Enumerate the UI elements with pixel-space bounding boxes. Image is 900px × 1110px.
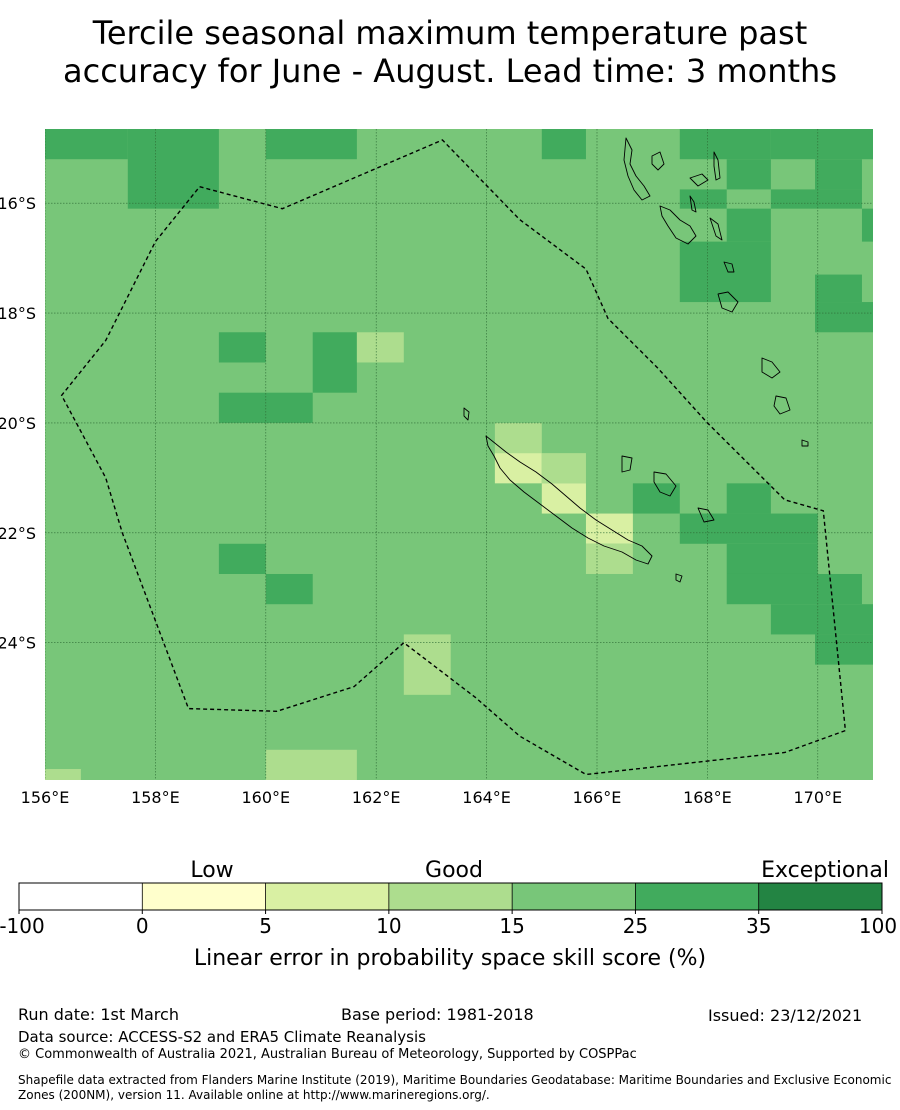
skill-cell [679,241,771,303]
colorbar-tick-label: 0 [136,914,149,938]
skill-cell [218,332,266,363]
skill-cell [265,749,357,780]
skill-cell [218,543,266,574]
skill-cell [494,422,542,454]
colorbar-bin [512,883,636,910]
skill-cell [815,634,873,665]
lon-tick-label: 156°E [21,788,70,807]
map-figure: 156°E 158°E 160°E 162°E 164°E 166°E 168°E 170°E… [0,129,897,971]
skill-cell [815,159,862,190]
land-outline [717,291,739,313]
land-outline [713,151,721,181]
skill-cell [632,483,680,514]
colorbar-tick-label: 25 [623,914,648,938]
run-date: Run date: 1st March [18,1005,179,1024]
skill-cell [541,483,586,514]
lon-tick-label: 168°E [683,788,732,807]
skill-cell [356,332,404,363]
skill-cell [45,129,128,160]
land-outline [485,435,653,565]
skill-cell [265,573,313,605]
colorbar-bin [19,883,143,910]
colorbar: -100 0 5 10 15 25 35 100 Low Good Exceptional Linea… [0,858,897,971]
colorbar-bin [388,883,513,910]
land-outline [653,471,677,497]
lon-tick-label: 160°E [241,788,290,807]
skill-cell [45,769,81,780]
colorbar-tick-label: 35 [746,914,771,938]
lat-tick-label: 22°S [0,524,36,543]
land-outline [709,217,723,241]
skill-cell [312,332,357,393]
skill-cell [770,189,862,209]
lat-tick-label: 24°S [0,634,36,653]
skill-cell [861,208,873,242]
map-area: 156°E 158°E 160°E 162°E 164°E 166°E 168°E 170°E… [0,129,873,807]
skill-cell [541,453,586,484]
skill-cell [679,189,727,209]
colorbar-title: Linear error in probability space skill … [194,946,706,971]
skill-cell [403,634,451,695]
lon-tick-label: 164°E [462,788,511,807]
lon-tick-label: 162°E [352,788,401,807]
land-outline [801,439,809,447]
colorbar-bin [265,883,389,910]
skill-cell [770,129,873,160]
skill-cell [585,543,633,574]
colorbar-category-label: Good [425,858,483,883]
land-outline [773,395,791,415]
lat-tick-label: 16°S [0,194,36,213]
land-outline [723,261,735,273]
land-outline [761,357,781,379]
colorbar-tick-label: 15 [499,914,524,938]
colorbar-category-label: Exceptional [761,858,889,883]
colorbar-frame [18,882,883,911]
land-outline [621,455,633,473]
lat-tick-label: 18°S [0,304,36,323]
colorbar-bin [142,883,266,910]
skill-cell [726,543,818,574]
colorbar-tick-label: 5 [259,914,272,938]
land-outline [689,173,709,187]
title-line-2: accuracy for June - August. Lead time: 3… [63,52,837,90]
land-outline [623,137,651,201]
colorbar-tick-label: 10 [376,914,401,938]
skill-cell [541,129,586,160]
colorbar-bin [635,883,759,910]
title-line-1: Tercile seasonal maximum temperature pas… [92,14,808,52]
land-outline [651,151,665,171]
data-source: Data source: ACCESS-S2 and ERA5 Climate … [18,1028,426,1046]
chart-title: Tercile seasonal maximum temperature pas… [0,14,900,90]
lon-tick-label: 170°E [793,788,842,807]
skill-cell [815,302,873,333]
lon-tick-label: 158°E [131,788,180,807]
issued-date: Issued: 23/12/2021 [708,1006,863,1025]
colorbar-category-label: Low [190,858,233,883]
lon-tick-label: 166°E [573,788,622,807]
land-outline [659,205,697,245]
skill-cell [127,129,219,209]
colorbar-bin [758,883,882,910]
skill-cell [494,453,542,484]
land-outline [675,573,683,583]
land-outline [463,407,470,421]
copyright: © Commonwealth of Australia 2021, Austra… [18,1047,637,1062]
skill-cell [679,129,771,160]
skill-cell [726,483,771,514]
skill-cell [770,604,873,635]
shapefile-credit: Shapefile data extracted from Flanders M… [18,1073,892,1102]
lat-tick-label: 20°S [0,414,36,433]
skill-cell [815,274,862,303]
skill-cell [726,208,771,242]
skill-cell [679,513,818,544]
base-period: Base period: 1981-2018 [341,1005,534,1024]
skill-cell [726,159,771,190]
skill-cell [726,573,862,605]
skill-cell [265,129,357,160]
colorbar-tick-label: 100 [859,914,897,938]
land-outline [697,507,715,523]
colorbar-tick-label: -100 [0,914,45,938]
land-outline [689,195,697,213]
